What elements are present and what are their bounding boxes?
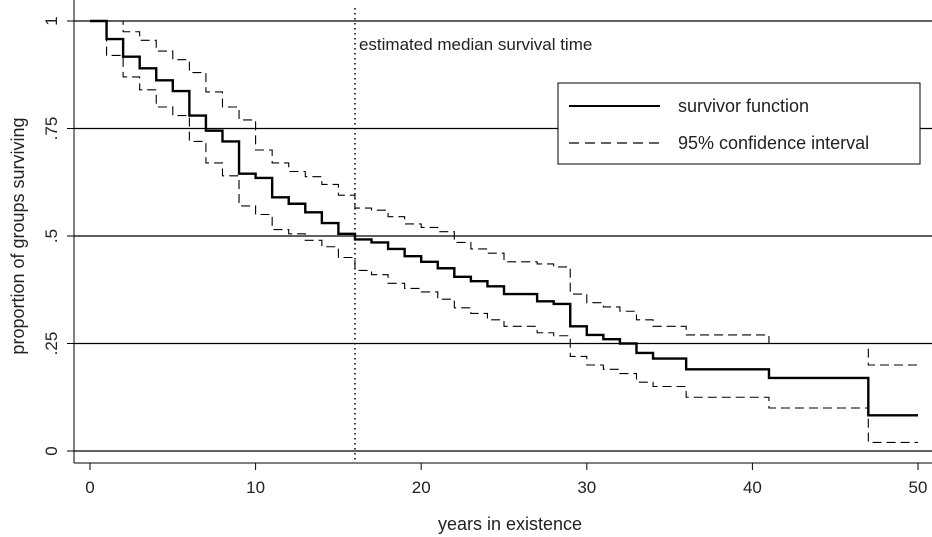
x-axis-title: years in existence — [438, 514, 582, 534]
legend-label-ci: 95% confidence interval — [678, 133, 869, 153]
y-ticks: 0 .25 .5 .75 1 — [42, 16, 74, 456]
median-survival-label: estimated median survival time — [359, 35, 592, 54]
series-layer — [90, 19, 918, 443]
legend-label-survivor: survivor function — [678, 96, 809, 116]
y-tick-label-2: .5 — [42, 229, 61, 243]
axes — [73, 0, 932, 464]
legend-box — [557, 82, 921, 165]
series-1-step-line — [90, 20, 918, 366]
annotation-layer: estimated median survival time — [354, 8, 592, 463]
x-ticks: 0 10 20 30 40 50 — [85, 463, 927, 497]
series-0-step-line — [90, 19, 918, 417]
x-tick-label-1: 10 — [246, 478, 265, 497]
x-tick-label-3: 30 — [577, 478, 596, 497]
y-tick-label-3: .75 — [42, 117, 61, 141]
x-tick-label-5: 50 — [909, 478, 928, 497]
x-tick-label-2: 20 — [412, 478, 431, 497]
y-tick-label-0: 0 — [42, 446, 61, 455]
x-tick-label-0: 0 — [85, 478, 94, 497]
series-2-step-line — [90, 20, 918, 443]
y-tick-label-4: 1 — [42, 16, 61, 25]
x-tick-label-4: 40 — [743, 478, 762, 497]
legend: survivor function 95% confidence interva… — [557, 82, 921, 165]
y-tick-label-1: .25 — [42, 332, 61, 356]
y-axis-title: proportion of groups surviving — [8, 117, 28, 354]
